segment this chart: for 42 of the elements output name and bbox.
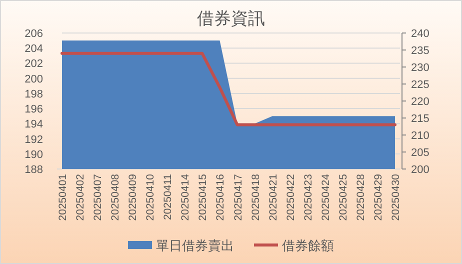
legend-label: 借券餘額: [282, 238, 334, 253]
y2-tick-label: 200: [411, 164, 430, 176]
x-tick-label: 20250416: [214, 174, 227, 221]
x-tick-label: 20250401: [57, 174, 69, 221]
x-tick-label: 20250424: [320, 174, 332, 221]
x-tick-label: 20250430: [390, 174, 402, 221]
x-tick-label: 20250411: [162, 174, 174, 220]
x-tick-label: 20250421: [267, 174, 280, 221]
y-tick-label: 194: [24, 118, 43, 131]
x-tick-label: 20250414: [180, 174, 192, 221]
y-tick-label: 196: [24, 104, 43, 116]
x-tick-label: 20250407: [92, 174, 104, 221]
y-tick-label: 190: [24, 148, 43, 161]
y2-tick-label: 215: [411, 113, 430, 125]
x-tick-label: 20250417: [232, 174, 244, 221]
y-tick-label: 198: [24, 88, 43, 100]
y2-tick-label: 240: [411, 28, 430, 40]
x-tick-label: 20250418: [250, 174, 262, 221]
x-tick-label: 20250409: [127, 174, 140, 221]
y-tick-label: 192: [24, 134, 43, 146]
x-tick-label: 20250423: [302, 174, 314, 221]
x-tick-label: 20250422: [284, 174, 297, 221]
legend-label: 單日借券賣出: [156, 238, 234, 253]
x-tick-label: 20250415: [197, 174, 210, 221]
x-tick-label: 20250429: [372, 174, 384, 221]
y-tick-label: 204: [24, 43, 43, 56]
x-tick-label: 20250408: [110, 174, 122, 221]
x-tick-label: 20250402: [74, 174, 87, 221]
x-tick-label: 20250428: [354, 174, 367, 221]
x-tick-label: 20250425: [337, 174, 350, 221]
x-tick-label: 20250410: [144, 174, 157, 221]
y-tick-label: 188: [24, 164, 43, 176]
y2-tick-label: 235: [411, 45, 430, 57]
y2-tick-label: 205: [411, 147, 430, 159]
y-tick-label: 206: [24, 28, 43, 40]
y2-tick-label: 210: [411, 130, 430, 142]
y2-tick-label: 230: [411, 62, 430, 74]
y-tick-label: 202: [24, 58, 43, 70]
y-tick-label: 200: [24, 73, 43, 86]
y2-tick-label: 220: [411, 96, 430, 108]
y2-tick-label: 225: [411, 79, 430, 91]
chart-title: 借券資訊: [197, 9, 265, 28]
